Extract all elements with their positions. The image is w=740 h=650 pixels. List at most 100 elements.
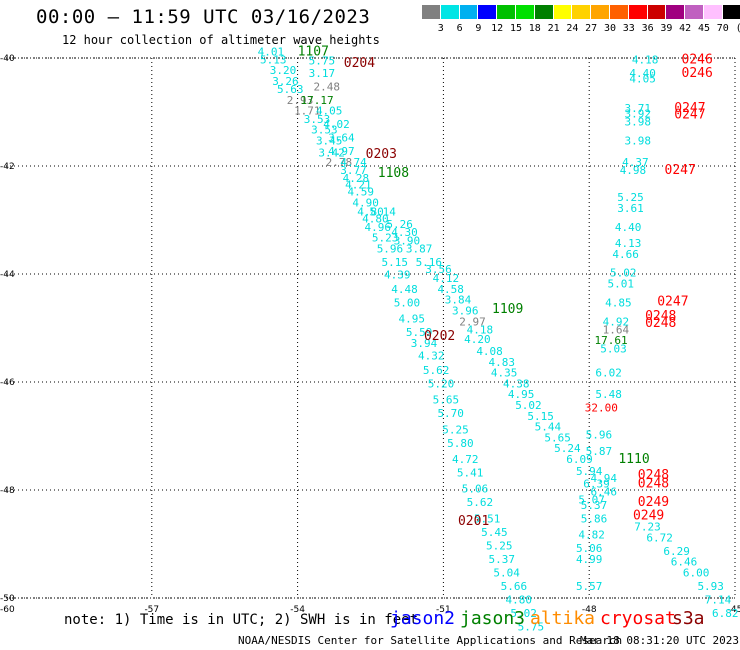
swh-value: 5.02 <box>610 267 637 280</box>
swh-value: 5.15 <box>382 256 409 269</box>
swh-value: 5.75 <box>518 620 545 633</box>
pass-time-label: 0247 <box>657 294 688 309</box>
credit-line: NOAA/NESDIS Center for Satellite Applica… <box>238 634 623 647</box>
legend-jason3: jason3 <box>460 608 526 629</box>
swh-value: 5.63 <box>277 83 304 96</box>
swh-value: 4.95 <box>399 313 426 326</box>
swh-value: 5.14 <box>369 206 396 219</box>
swh-value: 2.78 <box>326 156 353 169</box>
swh-value: 3.42 <box>318 146 345 159</box>
colorbar-swatch <box>478 5 498 19</box>
footer-note: note: 1) Time is in UTC; 2) SWH is in fe… <box>64 612 419 628</box>
swh-value: 5.65 <box>433 394 460 407</box>
swh-value: 3.92 <box>625 107 652 120</box>
swh-value: 6.29 <box>663 545 690 558</box>
swh-value: 4.82 <box>578 529 605 542</box>
swh-value: 4.30 <box>391 226 418 239</box>
colorbar-swatch <box>497 5 516 19</box>
swh-value: 4.38 <box>503 377 530 390</box>
lon-tick-label: -54 <box>290 605 305 615</box>
swh-value: 5.16 <box>416 256 443 269</box>
swh-value: 4.32 <box>418 349 445 362</box>
pass-time-label: 0246 <box>682 52 713 67</box>
swh-value: 5.75 <box>309 54 336 67</box>
swh-value: 3.20 <box>270 64 297 77</box>
swh-value: 3.45 <box>316 134 343 147</box>
lon-tick-label: -57 <box>144 605 159 615</box>
swh-value: 4.85 <box>605 296 632 309</box>
colorbar-label: 70 <box>716 23 729 34</box>
swh-value: 5.62 <box>467 496 494 509</box>
swh-value: 5.86 <box>581 512 608 525</box>
colorbar-label: 21 <box>547 23 560 34</box>
swh-value: 3.98 <box>625 134 652 147</box>
swh-value: 4.80 <box>505 593 532 606</box>
colorbar-swatch <box>628 5 648 19</box>
swh-value: 3.53 <box>311 124 338 137</box>
pass-time-label: 0248 <box>645 309 676 324</box>
swh-value: 3.94 <box>411 337 438 350</box>
swh-value: 5.96 <box>586 429 613 442</box>
colorbar-label: 45 <box>697 23 711 34</box>
colorbar-label: 36 <box>641 23 654 34</box>
swh-value: 3.61 <box>617 202 644 215</box>
swh-value: 2.48 <box>314 80 341 93</box>
swh-value: 5.62 <box>423 364 450 377</box>
pass-time-label: 0202 <box>424 329 455 344</box>
colorbar-swatch <box>440 5 460 19</box>
swh-value: 4.97 <box>328 145 355 158</box>
swh-value: 3.53 <box>304 113 331 126</box>
swh-value: 17.61 <box>595 334 628 347</box>
swh-value: 4.05 <box>316 105 343 118</box>
swh-value: 5.06 <box>576 542 603 555</box>
swh-value: 17.17 <box>300 94 333 107</box>
swh-value: 6.02 <box>595 367 622 380</box>
swh-value: 4.80 <box>362 213 389 226</box>
swh-value: 5.20 <box>428 377 455 390</box>
swh-value: 4.96 <box>365 221 392 234</box>
pass-time-label: 0247 <box>665 163 696 178</box>
lat-tick-label: -40 <box>0 54 15 64</box>
swh-value: 5.07 <box>578 494 605 507</box>
swh-value: 3.90 <box>394 234 421 247</box>
colorbar-label: 15 <box>509 23 523 34</box>
swh-value: 4.90 <box>352 197 379 210</box>
swh-value: 4.37 <box>622 156 649 169</box>
lat-tick-label: -44 <box>0 270 15 280</box>
swh-value: 5.65 <box>544 431 571 444</box>
swh-value: 4.83 <box>488 356 515 369</box>
swh-value: 5.02 <box>515 399 542 412</box>
generated-timestamp: Mar 18 08:31:20 UTC 2023 <box>580 634 739 647</box>
swh-value: 4.18 <box>467 323 494 336</box>
swh-value: 5.48 <box>595 388 622 401</box>
colorbar-swatch <box>516 5 535 19</box>
swh-value: 4.48 <box>391 283 418 296</box>
swh-value: 5.93 <box>697 580 724 593</box>
lat-tick-label: -46 <box>0 378 15 388</box>
swh-value: 6.46 <box>591 485 618 498</box>
swh-value: 5.01 <box>608 278 635 291</box>
pass-time-label: 0247 <box>674 107 705 122</box>
map-title: 00:00 – 11:59 UTC 03/16/2023 <box>36 6 371 28</box>
swh-value: 4.59 <box>348 186 375 199</box>
swh-value: 3.26 <box>272 75 299 88</box>
swh-value: 4.58 <box>437 283 464 296</box>
colorbar-swatch <box>553 5 573 19</box>
lon-tick-label: -48 <box>582 605 597 615</box>
legend-cryosat: cryosat <box>600 608 676 629</box>
swh-value: 5.96 <box>377 242 404 255</box>
colorbar-swatch <box>459 5 479 19</box>
pass-time-label: 0246 <box>682 66 713 81</box>
swh-value: 5.51 <box>474 512 501 525</box>
colorbar-label: 30 <box>603 23 617 34</box>
swh-value: 5.59 <box>406 326 433 339</box>
swh-value: 4.02 <box>323 118 350 131</box>
swh-value: 4.40 <box>629 67 656 80</box>
swh-value: 3.77 <box>340 164 367 177</box>
swh-value: 4.80 <box>357 206 384 219</box>
swh-value: 4.74 <box>340 156 367 169</box>
swh-value: 3.87 <box>406 242 433 255</box>
pass-time-label: 0201 <box>458 514 489 529</box>
colorbar-label: 39 <box>660 23 673 34</box>
swh-value: 4.39 <box>384 268 411 281</box>
